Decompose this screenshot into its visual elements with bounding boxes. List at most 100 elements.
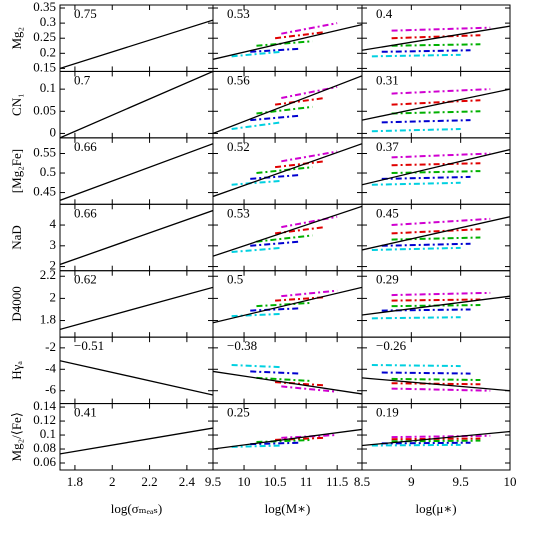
- fit-line: [213, 370, 362, 395]
- correlation-label: 0.52: [227, 139, 250, 154]
- y-tick-label: 0.5: [40, 164, 56, 179]
- subsample-line: [381, 119, 471, 124]
- y-tick-label: 2: [50, 289, 57, 304]
- y-axis-label: NaD: [9, 225, 24, 250]
- correlation-label: 0.7: [74, 72, 91, 87]
- fit-line: [362, 88, 510, 121]
- panel: [213, 364, 362, 395]
- x-tick-label: 10.5: [264, 474, 287, 489]
- panel: [60, 209, 213, 266]
- y-tick-label: 0.2: [40, 44, 56, 59]
- subsample-line: [391, 110, 481, 115]
- subsample-line: [281, 385, 338, 393]
- correlation-label: 0.4: [376, 6, 393, 21]
- subsample-line: [250, 47, 300, 53]
- x-tick-label: 2.4: [179, 474, 196, 489]
- subsample-line: [381, 49, 471, 53]
- correlation-label: 0.19: [376, 405, 399, 420]
- panel: [213, 75, 362, 135]
- subsample-line: [275, 296, 325, 302]
- panel: [362, 364, 510, 392]
- subsample-line: [371, 316, 461, 320]
- subsample-line: [391, 291, 491, 297]
- correlation-label: 0.66: [74, 139, 97, 154]
- subsample-line: [231, 444, 282, 448]
- y-axis-label: Hγₐ: [9, 361, 24, 380]
- y-tick-label: 0: [50, 124, 57, 139]
- y-tick-label: -4: [45, 360, 56, 375]
- subsample-line: [250, 441, 300, 446]
- subsample-line: [281, 434, 338, 439]
- y-tick-label: 0.3: [40, 14, 56, 29]
- subsample-line: [391, 88, 491, 95]
- correlation-label: −0.26: [376, 338, 407, 353]
- subsample-line: [371, 128, 461, 133]
- panel-frame: [361, 403, 511, 471]
- correlation-label: 0.5: [227, 272, 243, 287]
- subsample-line: [391, 236, 481, 241]
- y-tick-label: 0.55: [33, 144, 56, 159]
- correlation-label: 0.75: [74, 6, 97, 21]
- fit-line: [362, 377, 510, 392]
- subsample-line: [391, 26, 491, 32]
- subsample-line: [256, 376, 313, 383]
- fit-line: [213, 75, 362, 135]
- correlation-label: 0.31: [376, 72, 399, 87]
- subsample-line: [250, 370, 300, 375]
- y-tick-label: 0.12: [33, 412, 56, 427]
- panel: [60, 427, 213, 455]
- subsample-line: [381, 441, 471, 445]
- subsample-line: [281, 22, 338, 35]
- x-axis-label: log(σₘₑₐₛ): [111, 501, 163, 516]
- fit-line: [213, 286, 362, 324]
- y-tick-label: -6: [45, 382, 56, 397]
- x-tick-label: 9: [408, 474, 415, 489]
- panel: [213, 286, 362, 324]
- fit-line: [60, 360, 213, 396]
- panel: [362, 88, 510, 133]
- x-tick-label: 9.5: [453, 474, 469, 489]
- fit-line: [213, 23, 362, 60]
- y-tick-label: 1.8: [40, 312, 56, 327]
- correlation-label: 0.53: [227, 205, 250, 220]
- subsample-line: [371, 364, 461, 368]
- subsample-line: [231, 246, 282, 254]
- fit-line: [213, 205, 362, 257]
- subsample-line: [275, 436, 325, 441]
- fit-line: [60, 427, 213, 455]
- subsample-line: [231, 179, 282, 186]
- x-tick-label: 10: [504, 474, 517, 489]
- subsample-line: [256, 40, 313, 47]
- subsample-line: [371, 53, 461, 58]
- panel: [362, 291, 510, 320]
- fit-line: [362, 295, 510, 316]
- subsample-line: [256, 105, 313, 115]
- y-axis-label: [Mg₂Fe]: [9, 149, 24, 193]
- y-tick-label: 0.1: [40, 426, 56, 441]
- subsample-line: [231, 364, 282, 369]
- subsample-line: [391, 434, 491, 439]
- subsample-line: [381, 242, 471, 247]
- subsample-line: [250, 173, 300, 180]
- subsample-line: [371, 246, 461, 251]
- fit-line: [362, 430, 510, 447]
- x-tick-label: 9.5: [205, 474, 221, 489]
- y-tick-label: 4: [50, 216, 57, 231]
- subsample-line: [281, 150, 338, 163]
- x-tick-label: 11.5: [326, 474, 348, 489]
- panel: [362, 216, 510, 251]
- correlation-label: 0.62: [74, 272, 97, 287]
- subsample-line: [250, 114, 301, 122]
- y-tick-label: 2: [50, 258, 57, 273]
- subsample-line: [391, 228, 481, 235]
- y-tick-label: 0.15: [33, 59, 56, 74]
- correlation-label: 0.29: [376, 272, 399, 287]
- fit-line: [213, 428, 362, 450]
- x-tick-label: 10: [238, 474, 251, 489]
- panel: [213, 22, 362, 60]
- subsample-line: [391, 298, 481, 302]
- fit-line: [60, 19, 213, 70]
- y-tick-label: 0.08: [33, 440, 56, 455]
- y-tick-label: 2.2: [40, 267, 56, 282]
- subsample-line: [274, 97, 325, 106]
